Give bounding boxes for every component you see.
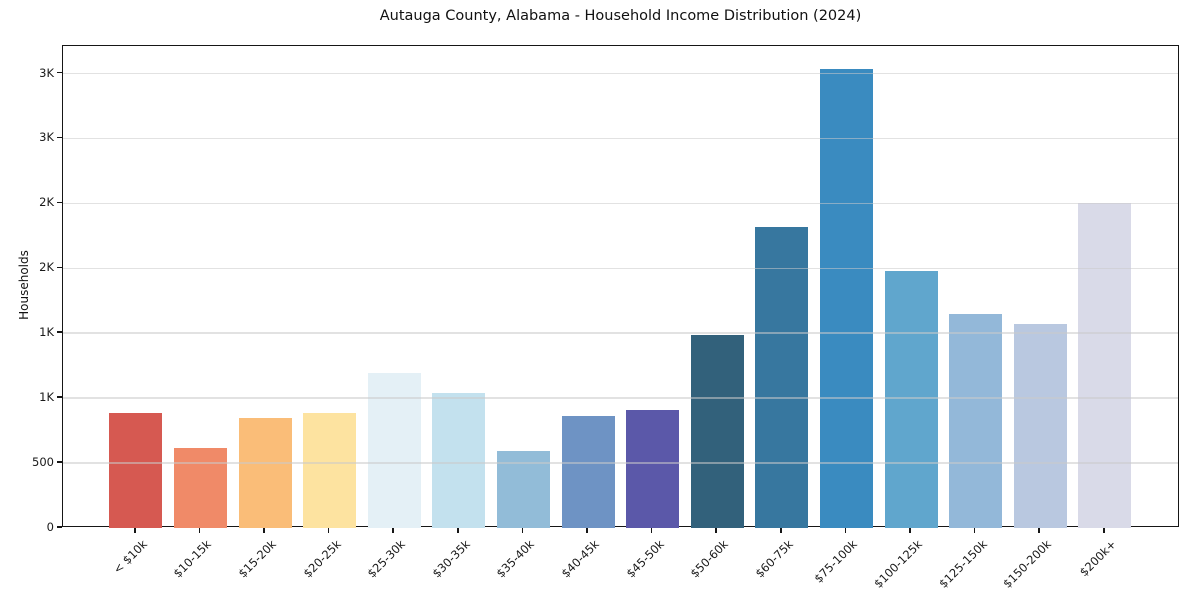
x-tick-mark	[715, 528, 717, 533]
bar-10k	[109, 413, 163, 528]
bar-200k	[1078, 203, 1132, 528]
x-tick-mark	[909, 528, 911, 533]
x-tick-label: $15-20k	[235, 537, 279, 581]
y-axis-label: Households	[17, 250, 31, 320]
gridline-2000	[63, 267, 1178, 270]
bar-30-35k	[432, 392, 486, 528]
x-tick-label: $25-30k	[364, 537, 409, 581]
y-tick-mark	[56, 266, 62, 269]
x-tick-mark	[973, 528, 976, 533]
x-tick-label: $35-40k	[493, 537, 538, 581]
x-tick-label: $60-75k	[752, 537, 796, 581]
y-tick-mark	[56, 136, 62, 139]
bar-40-45k	[561, 416, 615, 528]
y-tick-label: 2K	[39, 195, 54, 210]
x-tick-mark	[198, 528, 201, 533]
y-tick-mark	[56, 396, 62, 398]
x-tick-label: $40-45k	[558, 537, 602, 581]
x-tick-label: < $10k	[110, 537, 150, 577]
x-tick-mark	[650, 528, 653, 533]
x-tick-mark	[134, 528, 136, 533]
y-tick-mark	[56, 331, 62, 333]
gridline-3000	[63, 137, 1178, 140]
y-tick-mark	[56, 71, 62, 74]
bar-10-15k	[173, 448, 227, 528]
bar-100-125k	[884, 270, 938, 528]
bar-150-200k	[1013, 324, 1067, 528]
x-tick-mark	[392, 528, 394, 533]
x-tick-label: $45-50k	[623, 537, 667, 581]
gridline-2500	[63, 202, 1178, 205]
x-tick-label: $200k+	[1076, 537, 1119, 580]
x-tick-mark	[780, 528, 782, 533]
x-tick-mark	[521, 528, 524, 533]
y-tick-label: 3K	[39, 65, 54, 80]
y-tick-label: 2K	[39, 260, 54, 275]
bar-75-100k	[819, 68, 873, 528]
x-tick-label: $20-25k	[300, 537, 344, 581]
gridline-3500	[63, 72, 1178, 75]
bar-20-25k	[303, 413, 357, 528]
x-tick-label: $125-150k	[935, 537, 990, 590]
x-tick-label: $30-35k	[429, 537, 473, 581]
bar-45-50k	[626, 409, 680, 528]
x-tick-label: $50-60k	[687, 537, 732, 581]
x-tick-label: $150-200k	[1000, 537, 1055, 590]
y-tick-mark	[56, 461, 62, 463]
y-tick-mark	[56, 526, 62, 528]
gridline-1500	[63, 332, 1178, 334]
y-tick-label: 1K	[39, 390, 54, 405]
x-tick-mark	[844, 528, 847, 533]
bar-15-20k	[238, 418, 292, 528]
y-tick-mark	[56, 201, 62, 204]
x-tick-mark	[1038, 528, 1040, 533]
x-tick-label: $100-125k	[871, 537, 925, 590]
gridline-1000	[63, 397, 1178, 399]
bar-50-60k	[690, 335, 744, 528]
gridline-500	[63, 462, 1178, 464]
x-tick-mark	[457, 528, 459, 533]
y-tick-label: 0	[46, 520, 54, 534]
x-tick-mark	[263, 528, 265, 533]
x-tick-label: $10-15k	[170, 537, 215, 581]
y-tick-label: 1K	[39, 325, 54, 340]
chart-title: Autauga County, Alabama - Household Inco…	[379, 8, 862, 24]
plot-area	[62, 45, 1179, 528]
x-tick-label: $75-100k	[811, 537, 861, 586]
bar-35-40k	[496, 451, 550, 528]
x-tick-mark	[1103, 528, 1105, 533]
bar-60-75k	[755, 226, 809, 528]
bar-125-150k	[949, 313, 1003, 528]
y-tick-label: 3K	[39, 130, 54, 145]
x-tick-mark	[327, 528, 330, 533]
y-tick-label: 500	[32, 455, 54, 470]
x-tick-mark	[586, 528, 588, 533]
bar-25-30k	[367, 373, 421, 528]
